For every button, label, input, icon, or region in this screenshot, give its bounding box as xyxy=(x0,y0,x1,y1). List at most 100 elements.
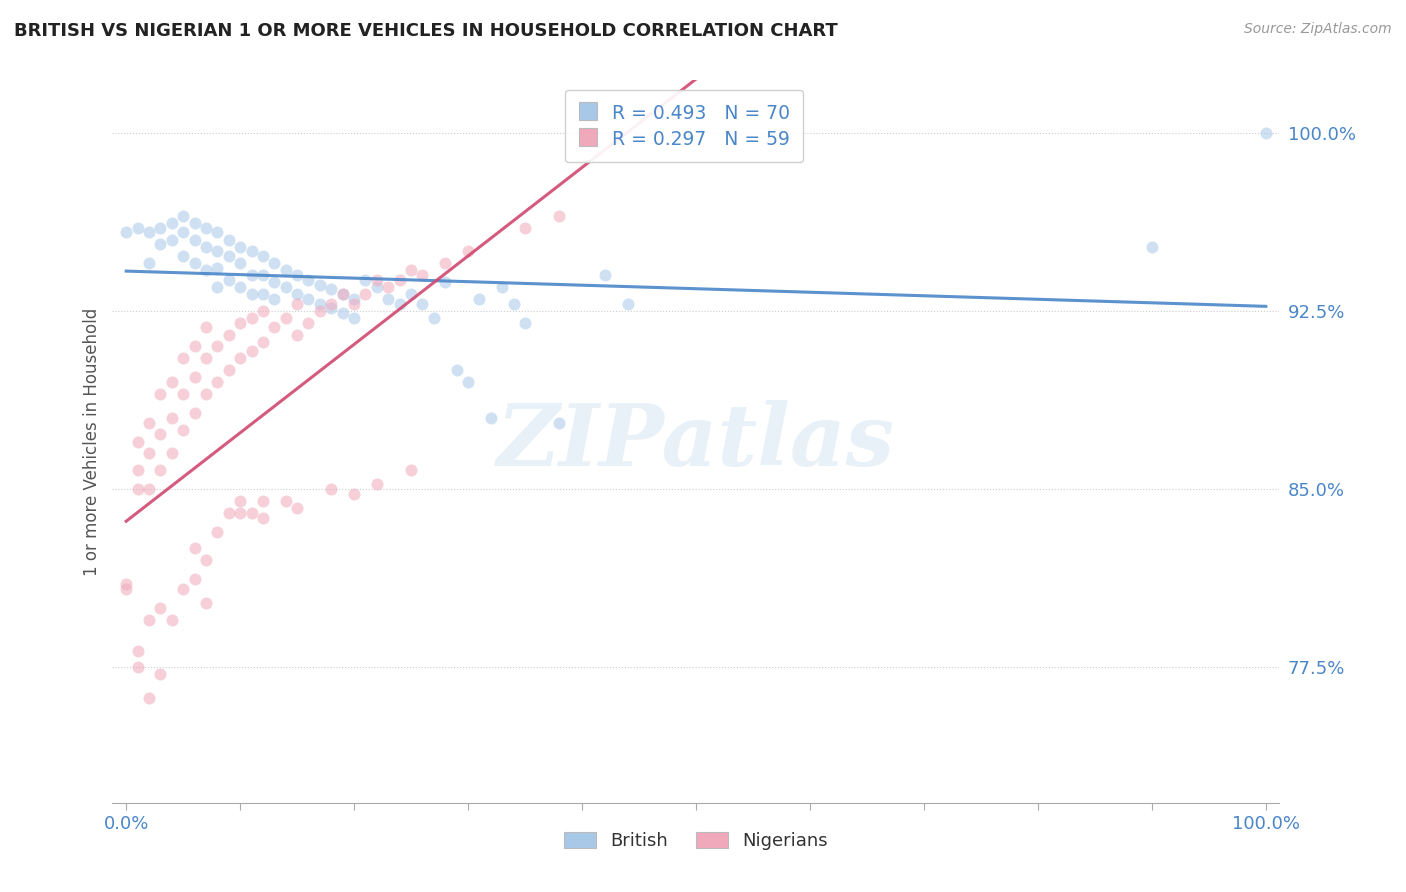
Point xyxy=(513,316,536,330)
Point xyxy=(457,244,479,259)
Point xyxy=(138,613,160,627)
Point xyxy=(252,510,274,524)
Point xyxy=(252,303,274,318)
Point xyxy=(160,216,183,230)
Point xyxy=(194,320,217,334)
Point xyxy=(218,327,240,342)
Point xyxy=(207,244,229,259)
Point xyxy=(240,287,263,301)
Point xyxy=(285,268,308,282)
Point xyxy=(411,296,433,310)
Point xyxy=(388,273,411,287)
Point xyxy=(240,310,263,325)
Point xyxy=(252,268,274,282)
Point xyxy=(1140,240,1163,254)
Point xyxy=(229,280,252,294)
Point xyxy=(127,220,149,235)
Point xyxy=(172,582,194,596)
Point xyxy=(115,582,138,596)
Point xyxy=(207,280,229,294)
Point xyxy=(240,506,263,520)
Point xyxy=(616,296,638,310)
Point xyxy=(172,209,194,223)
Point xyxy=(172,351,194,366)
Point xyxy=(285,287,308,301)
Point xyxy=(172,387,194,401)
Point xyxy=(229,351,252,366)
Point xyxy=(332,306,354,320)
Point xyxy=(457,375,479,389)
Point xyxy=(297,273,319,287)
Point xyxy=(138,691,160,706)
Point xyxy=(229,506,252,520)
Point xyxy=(194,387,217,401)
Point xyxy=(366,280,388,294)
Point xyxy=(491,280,513,294)
Point xyxy=(343,487,366,501)
Point xyxy=(309,277,332,292)
Legend: British, Nigerians: British, Nigerians xyxy=(555,822,837,859)
Point xyxy=(240,244,263,259)
Point xyxy=(332,287,354,301)
Point xyxy=(252,287,274,301)
Point xyxy=(513,220,536,235)
Point xyxy=(229,316,252,330)
Point xyxy=(274,263,297,277)
Point xyxy=(207,524,229,539)
Point xyxy=(138,226,160,240)
Point xyxy=(207,260,229,275)
Text: ZIPatlas: ZIPatlas xyxy=(496,400,896,483)
Point xyxy=(423,310,446,325)
Point xyxy=(263,320,285,334)
Point xyxy=(263,292,285,306)
Point xyxy=(297,316,319,330)
Point xyxy=(399,463,422,477)
Point xyxy=(240,268,263,282)
Point xyxy=(183,370,205,384)
Point xyxy=(207,375,229,389)
Point xyxy=(502,296,524,310)
Point xyxy=(138,416,160,430)
Point xyxy=(183,233,205,247)
Point xyxy=(343,296,366,310)
Point xyxy=(127,660,149,674)
Point xyxy=(321,482,343,496)
Point xyxy=(149,220,172,235)
Point xyxy=(194,596,217,610)
Point xyxy=(297,292,319,306)
Point xyxy=(321,301,343,316)
Point xyxy=(354,287,377,301)
Point xyxy=(115,577,138,591)
Point xyxy=(194,351,217,366)
Point xyxy=(263,275,285,289)
Y-axis label: 1 or more Vehicles in Household: 1 or more Vehicles in Household xyxy=(83,308,101,575)
Point xyxy=(446,363,468,377)
Point xyxy=(127,434,149,449)
Point xyxy=(183,256,205,270)
Point xyxy=(240,344,263,359)
Point xyxy=(218,506,240,520)
Point xyxy=(285,501,308,516)
Point xyxy=(468,292,491,306)
Point xyxy=(194,240,217,254)
Point xyxy=(218,249,240,263)
Point xyxy=(138,256,160,270)
Point xyxy=(149,601,172,615)
Point xyxy=(160,233,183,247)
Point xyxy=(388,296,411,310)
Point xyxy=(160,375,183,389)
Point xyxy=(366,273,388,287)
Point xyxy=(138,446,160,460)
Point xyxy=(149,463,172,477)
Point xyxy=(274,494,297,508)
Point xyxy=(321,282,343,296)
Point xyxy=(138,482,160,496)
Point xyxy=(399,263,422,277)
Point xyxy=(285,296,308,310)
Point xyxy=(194,553,217,567)
Point xyxy=(183,406,205,420)
Point xyxy=(411,268,433,282)
Point xyxy=(172,249,194,263)
Point xyxy=(149,237,172,252)
Point xyxy=(207,339,229,353)
